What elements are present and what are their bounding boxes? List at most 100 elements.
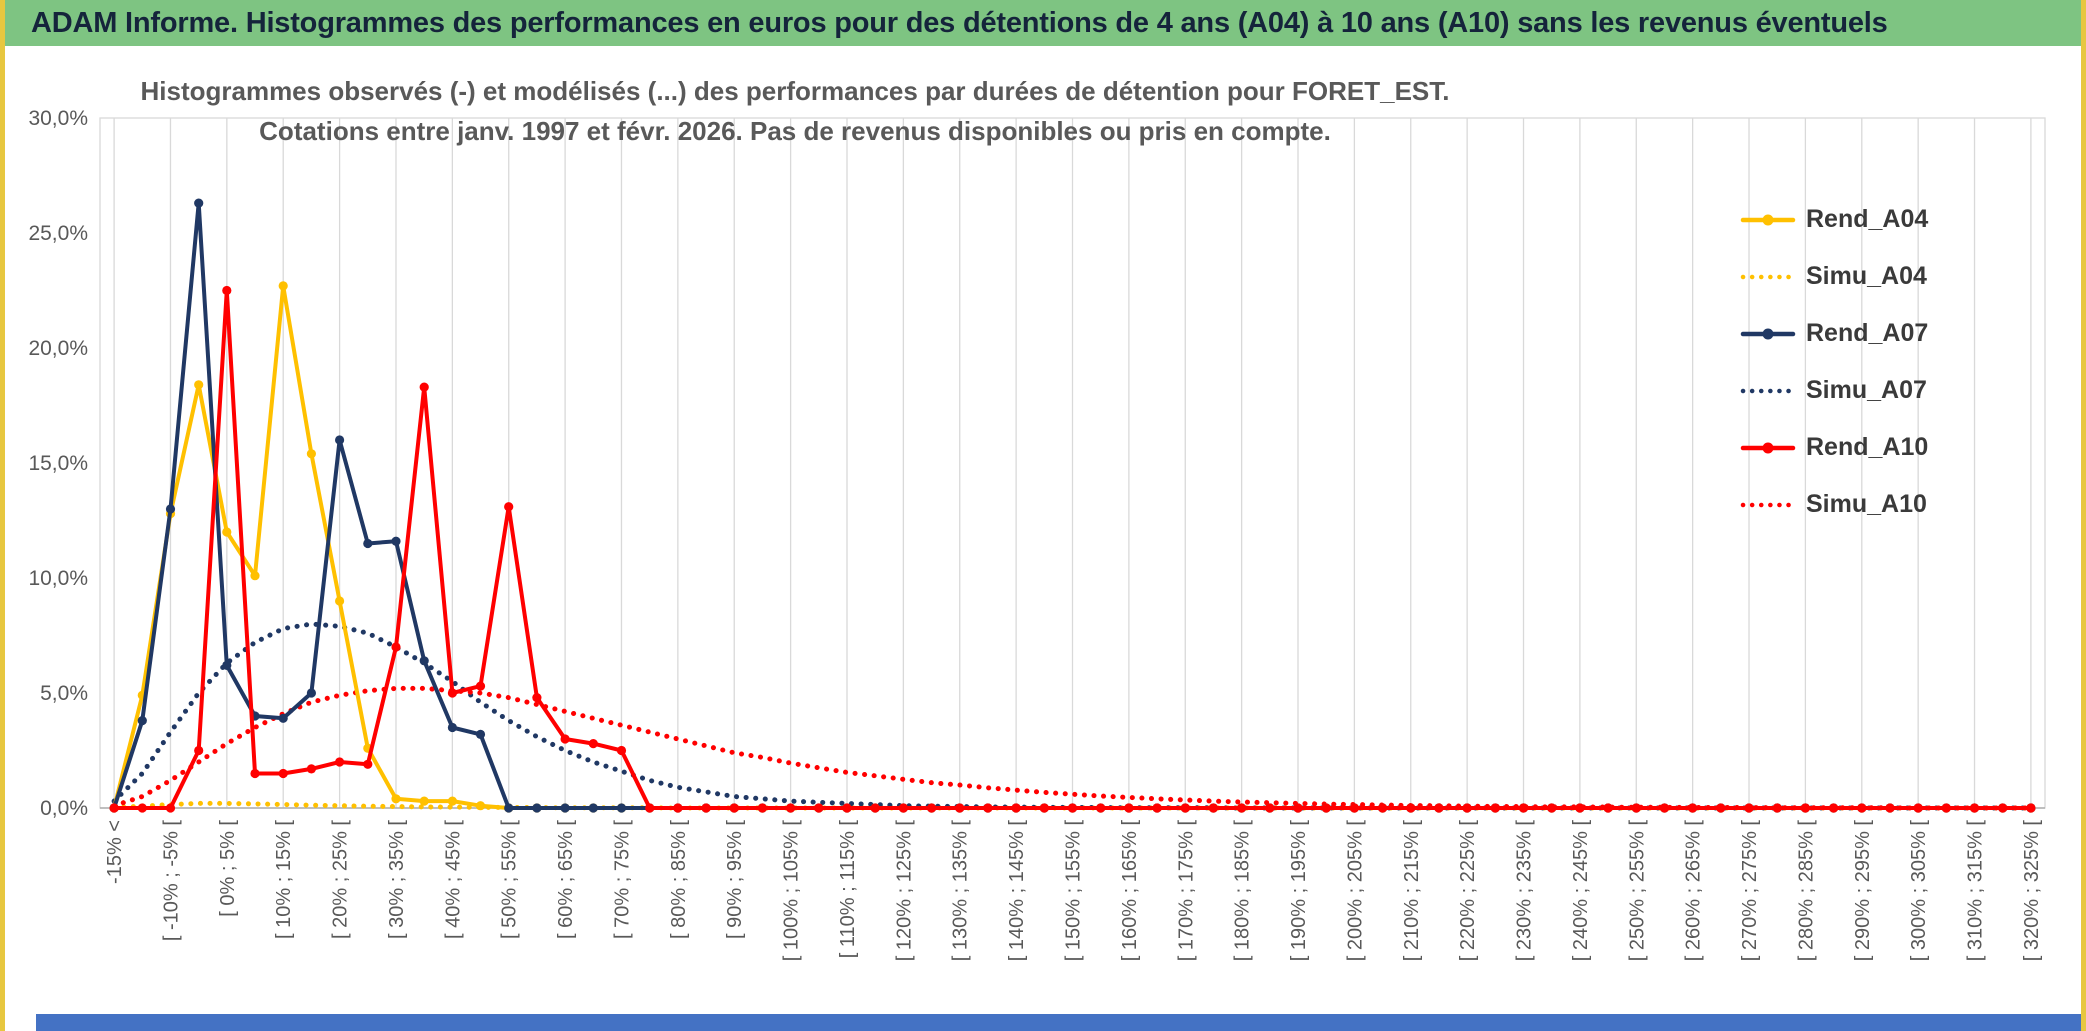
series-Rend_A04-marker (250, 571, 260, 581)
legend-item-Simu_A07: Simu_A07 (1740, 374, 1928, 407)
series-Rend_A10-marker (109, 803, 119, 813)
series-Rend_A07-marker (278, 713, 288, 723)
x-axis-label: [ 280% ; 285% [ (1795, 820, 1817, 962)
series-Rend_A10-marker (616, 745, 627, 756)
series-Rend_A10-marker (363, 759, 373, 769)
series-Simu_A10-line (111, 685, 2034, 811)
legend-label: Rend_A10 (1806, 433, 1929, 461)
x-axis-label: [ 320% ; 325% [ (2021, 820, 2043, 962)
series-Rend_A04-marker (447, 796, 457, 806)
series-Rend_A10-marker (391, 642, 401, 652)
chart-title-line: Histogrammes observés (-) et modélisés (… (140, 76, 1449, 106)
series-Rend_A10-marker (701, 803, 711, 813)
series-Rend_A04-marker (391, 794, 401, 804)
series-Rend_A10-marker (1208, 803, 1218, 813)
x-axis-label: [ 50% ; 55% [ (499, 820, 521, 939)
x-axis-label: [ 90% ; 95% [ (724, 820, 746, 939)
x-axis-label: [ 180% ; 185% [ (1232, 820, 1254, 962)
legend-dotted-line-sample (1740, 388, 1796, 393)
series-Rend_A07-marker (194, 198, 204, 208)
series-Rend_A07-marker (363, 538, 373, 549)
series-Rend_A07-marker (391, 536, 401, 546)
series-Rend_A10-marker (1631, 803, 1641, 813)
series-Rend_A07-marker (588, 803, 598, 813)
series-Rend_A10-marker (222, 285, 232, 296)
x-axis-label: [ 30% ; 35% [ (386, 820, 408, 939)
x-axis-label: [ 140% ; 145% [ (1006, 820, 1028, 962)
series-Rend_A10-marker (1096, 803, 1106, 813)
x-axis-label: [ 60% ; 65% [ (555, 820, 577, 939)
x-axis-label: [ 210% ; 215% [ (1401, 820, 1423, 962)
x-axis-label: [ 150% ; 155% [ (1063, 820, 1085, 962)
y-axis-label: 30,0% (28, 107, 88, 130)
legend-solid-line-sample (1740, 214, 1796, 225)
series-Rend_A10-marker (1829, 803, 1839, 813)
chart-legend: Rend_A04 Simu_A04 Rend_A07 Simu_A07 Rend_A10… (1740, 203, 1928, 521)
series-Rend_A07-marker (532, 803, 542, 813)
series-Rend_A10-marker (898, 803, 909, 813)
x-axis-label: [ 20% ; 25% [ (330, 820, 352, 939)
x-axis-label: [ 240% ; 245% [ (1570, 820, 1592, 962)
series-Rend_A10-marker (335, 757, 345, 767)
series-Rend_A10-marker (1857, 803, 1867, 813)
series-Rend_A10-marker (1998, 803, 2008, 813)
legend-item-Simu_A10: Simu_A10 (1740, 488, 1928, 521)
series-Rend_A07-marker (222, 660, 232, 671)
legend-item-Simu_A04: Simu_A04 (1740, 260, 1928, 293)
series-Rend_A10-marker (532, 693, 542, 703)
series-Rend_A10-marker (1349, 803, 1359, 813)
series-Rend_A10-marker (165, 803, 176, 813)
series-Rend_A10-marker (1237, 803, 1247, 813)
x-axis-label: [ 10% ; 15% [ (273, 820, 295, 939)
series-Rend_A10-marker (1434, 803, 1444, 813)
series-Rend_A07-marker (447, 722, 457, 733)
legend-item-Rend_A07: Rend_A07 (1740, 317, 1928, 350)
series-Rend_A10-marker (1575, 803, 1585, 813)
series-Rend_A10-marker (870, 803, 880, 813)
x-axis-label: [ 230% ; 235% [ (1514, 820, 1536, 962)
series-Rend_A04-marker (222, 527, 232, 537)
series-Rend_A10-marker (1039, 803, 1049, 813)
x-axis-label: [ 160% ; 165% [ (1119, 820, 1141, 962)
legend-item-Rend_A10: Rend_A10 (1740, 431, 1928, 464)
series-Rend_A10-marker (1603, 803, 1613, 813)
x-axis-label: [ 40% ; 45% [ (442, 820, 464, 939)
series-Rend_A10-marker (1011, 803, 1021, 813)
series-Rend_A10-marker (1293, 803, 1303, 813)
y-axis-label: 5,0% (40, 682, 88, 705)
series-Rend_A10-marker (927, 803, 937, 813)
series-Rend_A07-marker (475, 729, 486, 740)
series-Rend_A10-marker (1800, 803, 1810, 813)
series-Rend_A10-marker (1152, 803, 1162, 813)
legend-label: Simu_A10 (1806, 490, 1927, 518)
x-axis-label: [ 290% ; 295% [ (1852, 820, 1874, 962)
series-Rend_A04-marker (306, 449, 316, 459)
series-Rend_A10-marker (955, 803, 965, 813)
x-axis-label: [ 100% ; 105% [ (781, 820, 803, 962)
x-axis-label: [ 300% ; 305% [ (1908, 820, 1930, 962)
series-Rend_A10-marker (1518, 803, 1529, 813)
series-Rend_A10-marker (1406, 803, 1416, 813)
series-Rend_A10-marker (757, 803, 768, 813)
series-Rend_A07-marker (616, 803, 627, 813)
x-axis-label: [ 120% ; 125% [ (893, 820, 915, 962)
legend-label: Rend_A04 (1806, 205, 1929, 233)
series-Rend_A10-marker (786, 803, 796, 813)
legend-solid-line-sample (1740, 328, 1796, 339)
series-Rend_A10-marker (842, 803, 852, 813)
series-Rend_A10-marker (1688, 803, 1698, 813)
series-Rend_A10-marker (250, 768, 260, 779)
bottom-bar (36, 1014, 2081, 1031)
x-axis-label: [ 110% ; 115% [ (837, 820, 859, 959)
y-axis-label: 10,0% (28, 567, 88, 590)
series-Rend_A10-marker (475, 681, 486, 691)
series-Rend_A10-marker (504, 502, 514, 512)
series-Rend_A10-marker (673, 803, 683, 813)
window-right-border (2081, 0, 2086, 1031)
series-Rend_A10-marker (1885, 803, 1895, 813)
series-Rend_A10-marker (1941, 803, 1951, 813)
series-Rend_A04-marker (278, 281, 288, 291)
series-Rend_A07-marker (137, 716, 147, 726)
series-Rend_A10-marker (588, 739, 598, 749)
